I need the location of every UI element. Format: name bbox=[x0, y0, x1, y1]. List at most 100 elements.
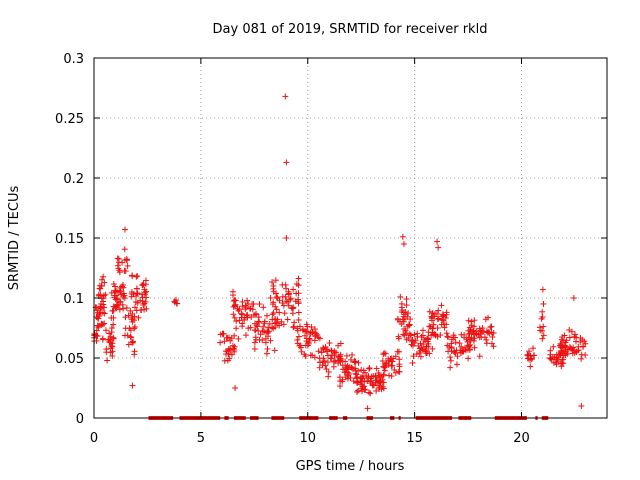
data-point bbox=[171, 299, 178, 306]
data-point bbox=[566, 334, 573, 341]
y-tick-label: 0.15 bbox=[55, 232, 84, 247]
data-point bbox=[298, 348, 305, 355]
data-point bbox=[285, 290, 292, 297]
x-tick-label: 0 bbox=[90, 431, 98, 446]
data-point bbox=[582, 340, 589, 347]
data-point bbox=[366, 365, 373, 372]
data-point bbox=[354, 374, 361, 381]
data-point bbox=[131, 348, 138, 355]
data-point bbox=[220, 330, 227, 337]
data-point bbox=[135, 314, 142, 321]
data-point bbox=[127, 333, 134, 340]
data-point bbox=[566, 326, 573, 333]
data-point bbox=[468, 334, 475, 341]
data-point bbox=[372, 372, 379, 379]
data-point bbox=[350, 378, 357, 385]
data-point bbox=[311, 337, 318, 344]
data-point bbox=[378, 386, 385, 393]
data-point bbox=[311, 354, 318, 361]
y-tick-label: 0.1 bbox=[63, 292, 84, 307]
data-point bbox=[225, 350, 232, 357]
data-point bbox=[473, 331, 480, 338]
data-point bbox=[140, 301, 147, 308]
data-point bbox=[270, 299, 277, 306]
data-point bbox=[227, 337, 234, 344]
data-point bbox=[559, 342, 566, 349]
data-point bbox=[129, 339, 136, 346]
data-point bbox=[91, 330, 98, 337]
data-point bbox=[432, 332, 439, 339]
data-point bbox=[527, 363, 534, 370]
data-point bbox=[278, 318, 285, 325]
data-point bbox=[231, 314, 238, 321]
data-point bbox=[352, 359, 359, 366]
data-point bbox=[132, 304, 139, 311]
data-point bbox=[375, 370, 382, 377]
data-point bbox=[531, 352, 538, 359]
data-point bbox=[117, 298, 124, 305]
data-point bbox=[260, 304, 267, 311]
data-point bbox=[101, 310, 108, 317]
data-point bbox=[131, 324, 138, 331]
data-point bbox=[539, 286, 546, 293]
data-point bbox=[235, 335, 242, 342]
data-point bbox=[431, 330, 438, 337]
data-point bbox=[251, 339, 258, 346]
data-point bbox=[578, 403, 585, 409]
data-point bbox=[380, 371, 387, 378]
data-point bbox=[470, 337, 477, 344]
y-tick-label: 0.25 bbox=[55, 112, 84, 127]
data-point bbox=[232, 301, 239, 308]
data-point bbox=[244, 297, 251, 304]
data-point bbox=[290, 304, 297, 311]
data-point bbox=[270, 282, 277, 289]
data-point bbox=[448, 336, 455, 343]
data-point bbox=[108, 329, 115, 336]
data-point bbox=[344, 375, 351, 382]
data-point bbox=[466, 346, 473, 353]
data-point bbox=[111, 303, 118, 310]
data-point bbox=[547, 355, 554, 362]
data-point bbox=[128, 334, 135, 341]
data-point bbox=[396, 348, 403, 355]
data-point bbox=[379, 357, 386, 364]
data-point bbox=[263, 350, 270, 357]
data-point bbox=[399, 233, 406, 240]
data-point bbox=[337, 358, 344, 365]
data-point bbox=[328, 348, 335, 355]
data-point bbox=[94, 307, 101, 314]
data-point bbox=[325, 373, 332, 380]
data-point bbox=[112, 287, 119, 294]
data-point bbox=[110, 307, 117, 314]
data-point bbox=[461, 344, 468, 351]
data-point bbox=[339, 376, 346, 383]
data-point bbox=[303, 338, 310, 345]
data-point bbox=[143, 288, 150, 295]
data-point bbox=[284, 316, 291, 323]
y-tick-label: 0.05 bbox=[55, 352, 84, 367]
data-point bbox=[265, 324, 272, 331]
data-point bbox=[395, 335, 402, 342]
data-point bbox=[291, 319, 298, 326]
data-point bbox=[279, 293, 286, 300]
data-point bbox=[438, 302, 445, 309]
data-point bbox=[120, 281, 127, 288]
data-point bbox=[262, 339, 269, 346]
data-point bbox=[247, 324, 254, 331]
data-point bbox=[270, 309, 277, 316]
data-point bbox=[308, 324, 315, 331]
data-point bbox=[328, 347, 335, 354]
data-point bbox=[107, 345, 114, 352]
data-point bbox=[255, 318, 262, 325]
data-point bbox=[418, 344, 425, 351]
data-point bbox=[98, 300, 105, 307]
data-point bbox=[315, 334, 322, 341]
data-point bbox=[124, 332, 131, 339]
data-point bbox=[233, 318, 240, 325]
data-point bbox=[107, 333, 114, 340]
data-point bbox=[483, 336, 490, 343]
data-point bbox=[347, 374, 354, 381]
data-point bbox=[293, 290, 300, 297]
data-point bbox=[389, 358, 396, 365]
data-point bbox=[362, 386, 369, 393]
